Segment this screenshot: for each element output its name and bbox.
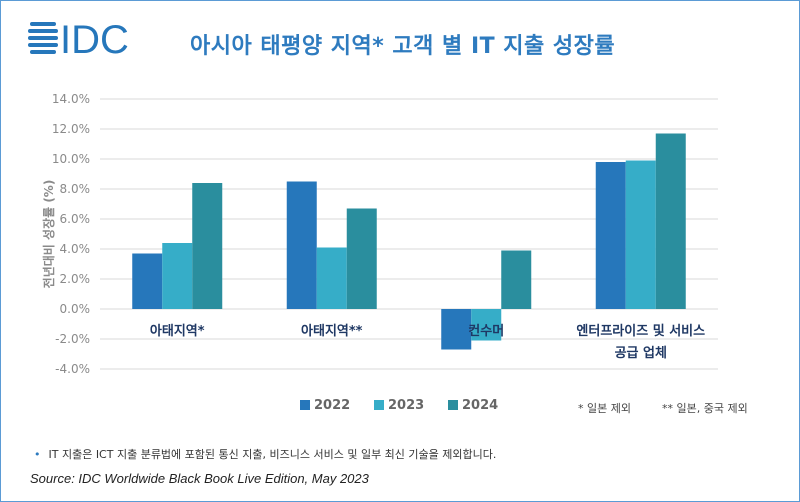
- note-japan-excluded: * 일본 제외: [578, 402, 631, 415]
- x-category-label: 공급 업체: [615, 346, 667, 361]
- y-tick-label: 12.0%: [52, 122, 90, 136]
- y-tick-label: 0.0%: [60, 302, 91, 316]
- bullet: •: [34, 448, 41, 461]
- bar-2022: [132, 253, 163, 309]
- legend-item-2022: 2022: [300, 398, 350, 413]
- globe-icon: [28, 22, 58, 54]
- bar-2022: [286, 181, 317, 309]
- footnote: • IT 지출은 ICT 지출 분류법에 포함된 통신 지출, 비즈니스 서비스 …: [34, 446, 496, 462]
- legend-label: 2024: [462, 398, 499, 413]
- legend-item-2024: 2024: [448, 398, 498, 413]
- bar-2023: [625, 160, 656, 309]
- legend-swatch-2022: [300, 400, 310, 410]
- legend-swatch-2023: [374, 400, 384, 410]
- y-axis-label: 전년대비 성장률 (%): [41, 180, 56, 289]
- legend-label: 2023: [388, 398, 425, 413]
- x-category-label: 아태지역*: [150, 323, 205, 339]
- legend-item-2023: 2023: [374, 398, 424, 413]
- bar-2024: [501, 250, 532, 309]
- x-category-label: 아태지역**: [301, 323, 363, 339]
- y-tick-label: 8.0%: [60, 182, 91, 196]
- bar-2022: [595, 162, 626, 309]
- y-tick-label: 10.0%: [52, 152, 90, 166]
- bar-2023: [471, 309, 502, 341]
- y-tick-label: 2.0%: [60, 272, 91, 286]
- x-category-label: 엔터프라이즈 및 서비스: [576, 323, 705, 339]
- y-tick-label: 14.0%: [52, 92, 90, 106]
- footnote-text: IT 지출은 ICT 지출 분류법에 포함된 통신 지출, 비즈니스 서비스 및…: [48, 448, 497, 461]
- x-category-label: 컨수머: [468, 323, 504, 339]
- page-title: 아시아 태평양 지역* 고객 별 IT 지출 성장률: [190, 34, 616, 59]
- bar-2023: [162, 243, 193, 309]
- y-tick-label: -2.0%: [55, 332, 90, 346]
- y-tick-label: -4.0%: [55, 362, 90, 376]
- idc-logo: IDC: [28, 18, 129, 58]
- bar-2022: [441, 309, 472, 350]
- note-japan-china-excluded: ** 일본, 중국 제외: [662, 402, 748, 415]
- y-tick-label: 4.0%: [60, 242, 91, 256]
- source-text: Source: IDC Worldwide Black Book Live Ed…: [30, 471, 369, 486]
- y-tick-label: 6.0%: [60, 212, 91, 226]
- logo-text: IDC: [60, 18, 129, 58]
- bar-2023: [316, 247, 347, 309]
- legend-swatch-2024: [448, 400, 458, 410]
- bar-2024: [655, 133, 686, 309]
- bar-2024: [192, 183, 223, 309]
- legend-label: 2022: [314, 398, 351, 413]
- bar-2024: [346, 208, 377, 309]
